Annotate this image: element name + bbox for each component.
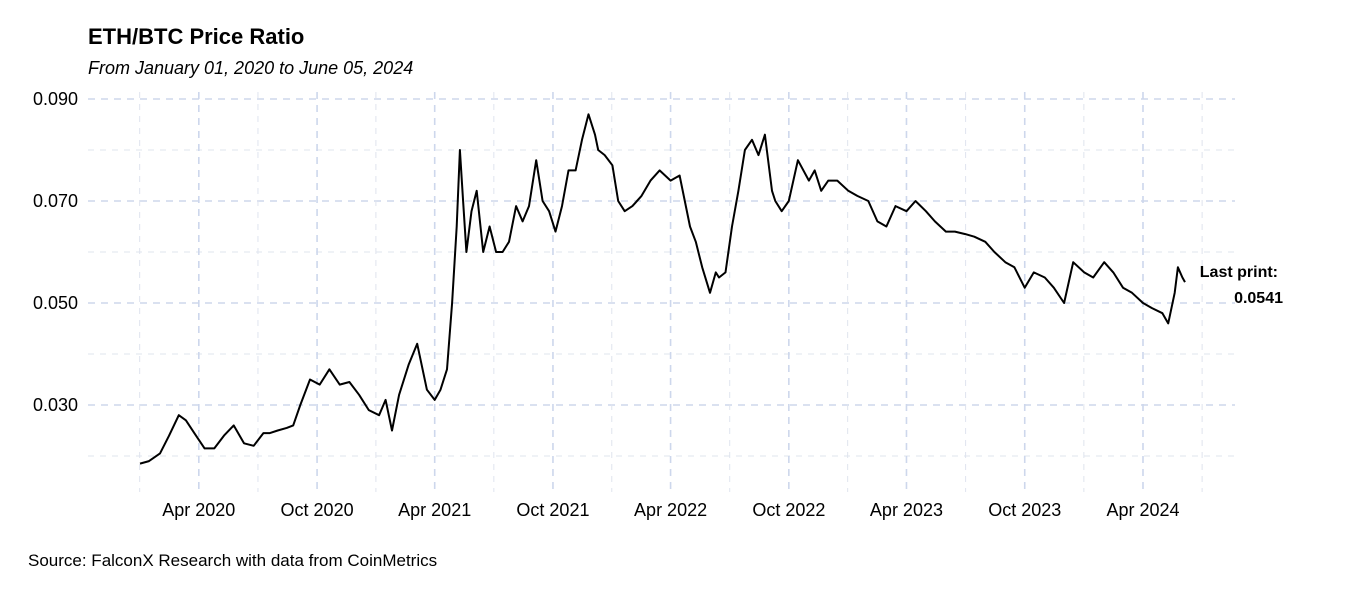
x-tick-label: Apr 2021 (398, 500, 471, 520)
y-tick-label: 0.050 (33, 293, 78, 313)
x-tick-label: Oct 2023 (988, 500, 1061, 520)
y-tick-label: 0.090 (33, 89, 78, 109)
source-note: Source: FalconX Research with data from … (28, 551, 438, 570)
last-print-annotation: Last print: 0.0541 (1200, 264, 1283, 307)
axis-ticks: 0.030 0.050 0.070 0.090 Apr 2020 Oct 2020 Apr … (33, 89, 1180, 520)
annotation-label: Last print: (1200, 264, 1278, 281)
series-line-eth-btc (139, 113, 1186, 465)
x-tick-label: Apr 2024 (1106, 500, 1179, 520)
chart-title: ETH/BTC Price Ratio (88, 24, 305, 49)
y-tick-label: 0.070 (33, 191, 78, 211)
x-tick-label: Apr 2023 (870, 500, 943, 520)
series-layer (139, 113, 1186, 465)
chart-subtitle: From January 01, 2020 to June 05, 2024 (88, 58, 414, 78)
x-tick-label: Apr 2020 (162, 500, 235, 520)
annotation-value: 0.0541 (1234, 290, 1283, 307)
x-tick-label: Oct 2020 (281, 500, 354, 520)
x-tick-label: Oct 2021 (516, 500, 589, 520)
x-tick-label: Oct 2022 (752, 500, 825, 520)
y-tick-label: 0.030 (33, 395, 78, 415)
x-tick-label: Apr 2022 (634, 500, 707, 520)
grid-lines (88, 92, 1235, 492)
